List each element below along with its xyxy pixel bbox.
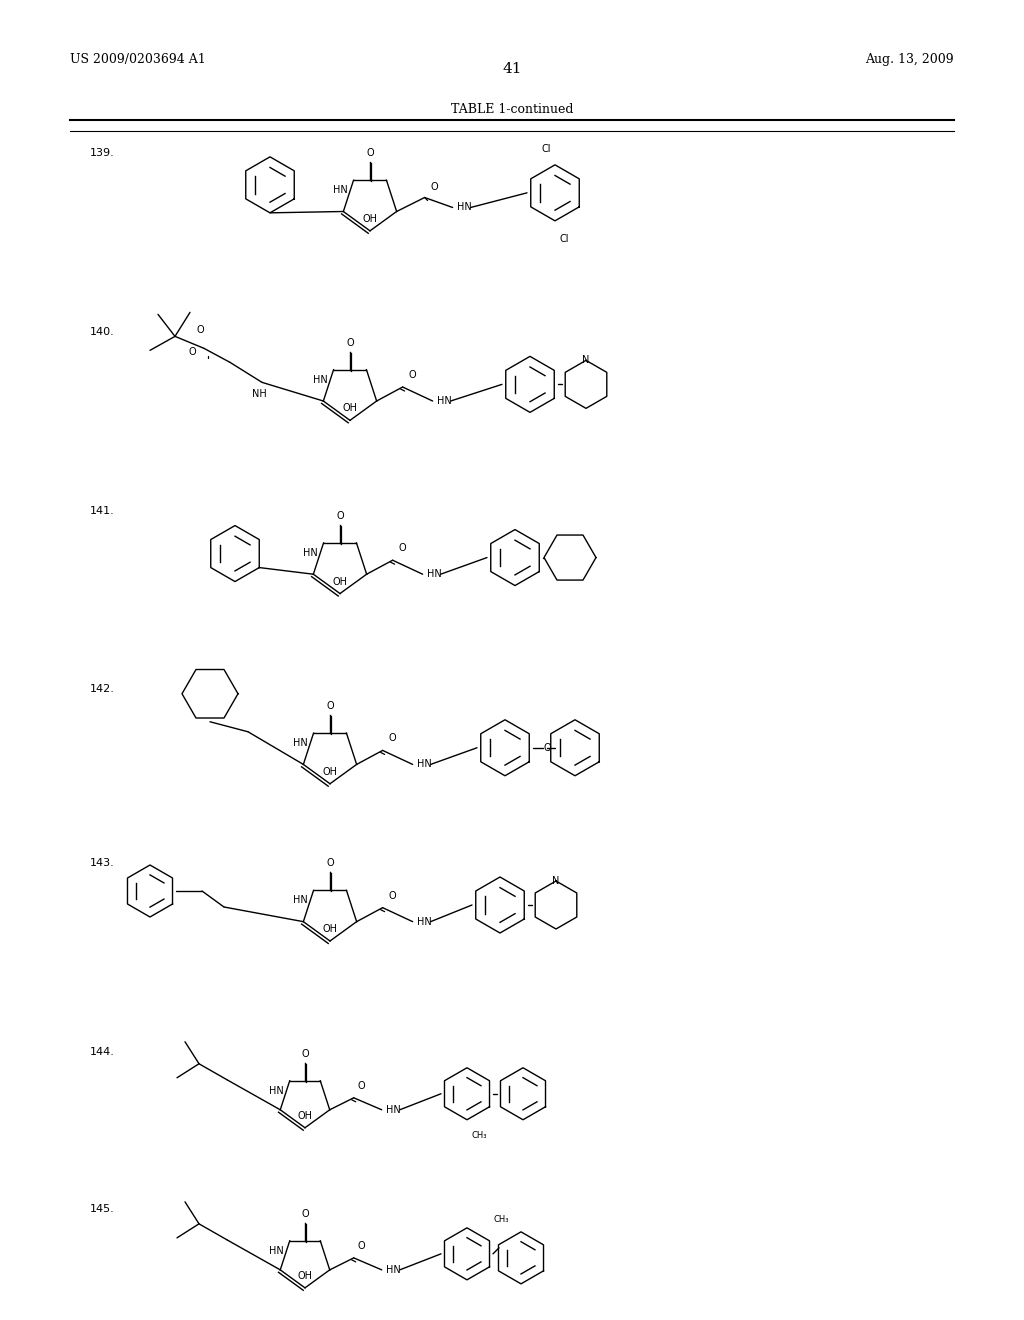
Text: HN: HN: [436, 396, 452, 407]
Text: 142.: 142.: [90, 684, 115, 694]
Text: HN: HN: [269, 1086, 284, 1096]
Text: HN: HN: [293, 895, 307, 906]
Text: 145.: 145.: [90, 1204, 115, 1214]
Text: O: O: [301, 1048, 309, 1059]
Text: 141.: 141.: [90, 506, 115, 516]
Text: O: O: [346, 338, 354, 347]
Text: N: N: [583, 355, 590, 366]
Text: O: O: [301, 1209, 309, 1218]
Text: O: O: [336, 511, 344, 521]
Text: O: O: [543, 743, 551, 752]
Text: O: O: [188, 347, 196, 358]
Text: NH: NH: [252, 389, 266, 400]
Text: OH: OH: [342, 404, 357, 413]
Text: HN: HN: [303, 548, 317, 558]
Text: HN: HN: [457, 202, 471, 213]
Text: O: O: [327, 701, 334, 711]
Text: CH₃: CH₃: [494, 1216, 509, 1225]
Text: O: O: [358, 1081, 366, 1090]
Text: HN: HN: [386, 1105, 400, 1115]
Text: Cl: Cl: [559, 234, 568, 244]
Text: N: N: [552, 876, 560, 886]
Text: HN: HN: [427, 569, 441, 579]
Text: Aug. 13, 2009: Aug. 13, 2009: [865, 53, 954, 66]
Text: OH: OH: [298, 1271, 312, 1280]
Text: O: O: [358, 1241, 366, 1251]
Text: TABLE 1-continued: TABLE 1-continued: [451, 103, 573, 116]
Text: CH₃: CH₃: [471, 1131, 486, 1140]
Text: O: O: [389, 891, 396, 900]
Text: 143.: 143.: [90, 858, 115, 869]
Text: HN: HN: [417, 759, 431, 770]
Text: OH: OH: [333, 577, 347, 586]
Text: HN: HN: [417, 916, 431, 927]
Text: O: O: [367, 148, 374, 158]
Text: US 2009/0203694 A1: US 2009/0203694 A1: [70, 53, 206, 66]
Text: O: O: [389, 734, 396, 743]
Text: OH: OH: [298, 1110, 312, 1121]
Text: O: O: [197, 325, 204, 335]
Text: OH: OH: [323, 767, 338, 776]
Text: 41: 41: [502, 62, 522, 77]
Text: O: O: [398, 544, 407, 553]
Text: HN: HN: [269, 1246, 284, 1255]
Text: O: O: [327, 858, 334, 869]
Text: OH: OH: [323, 924, 338, 935]
Text: HN: HN: [312, 375, 328, 384]
Text: Cl: Cl: [542, 144, 551, 154]
Text: OH: OH: [362, 214, 378, 224]
Text: 144.: 144.: [90, 1047, 115, 1057]
Text: HN: HN: [333, 185, 347, 195]
Text: 139.: 139.: [90, 148, 115, 158]
Text: 140.: 140.: [90, 327, 115, 338]
Text: HN: HN: [386, 1265, 400, 1275]
Text: HN: HN: [293, 738, 307, 748]
Text: O: O: [409, 370, 417, 380]
Text: O: O: [431, 182, 438, 193]
